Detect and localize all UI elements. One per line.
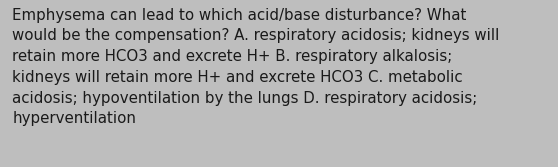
Text: Emphysema can lead to which acid/base disturbance? What
would be the compensatio: Emphysema can lead to which acid/base di… (12, 8, 499, 126)
